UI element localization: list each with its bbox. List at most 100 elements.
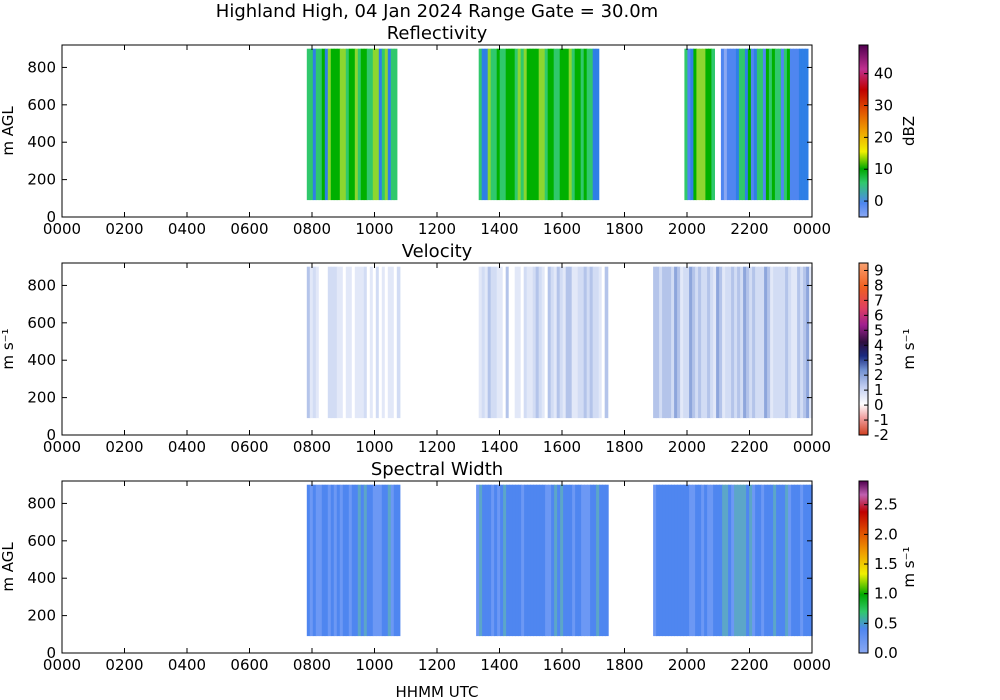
echo-region-2 — [478, 266, 483, 419]
echo-region-1 — [333, 266, 338, 419]
echo-region-2 — [581, 484, 585, 637]
y-axis-label: m AGL — [0, 542, 17, 592]
colorbar-tick-label: 1 — [874, 381, 884, 399]
echo-region-3 — [779, 266, 783, 419]
echo-region-1 — [387, 484, 392, 637]
echo-region-1 — [357, 484, 362, 637]
echo-region-2 — [578, 484, 582, 637]
echo-region-2 — [476, 484, 480, 637]
echo-region-2 — [533, 484, 537, 637]
colorbar-tick-label: 0.5 — [874, 614, 898, 632]
echo-layer — [306, 48, 809, 201]
echo-region-4 — [759, 48, 764, 201]
y-tick-label: 600 — [27, 96, 56, 114]
echo-region-2 — [505, 48, 510, 201]
echo-region-2 — [551, 484, 555, 637]
echo-region-1 — [354, 266, 359, 419]
x-tick-label: 2000 — [668, 656, 706, 674]
echo-region-1 — [351, 48, 356, 201]
echo-region-1 — [396, 484, 401, 637]
echo-region-2 — [499, 266, 504, 419]
echo-region-3 — [779, 484, 783, 637]
echo-region-1 — [330, 266, 335, 419]
echo-region-1 — [309, 48, 314, 201]
echo-region-1 — [348, 484, 353, 637]
x-tick-label: 0600 — [230, 438, 268, 456]
echo-region-2 — [526, 48, 531, 201]
echo-region-3 — [674, 266, 678, 419]
panel-title: Velocity — [402, 241, 473, 262]
echo-region-2 — [524, 484, 528, 637]
echo-region-3 — [794, 266, 798, 419]
echo-region-1 — [315, 266, 320, 419]
echo-region-1 — [363, 484, 368, 637]
echo-region-3 — [695, 484, 699, 637]
echo-region-2 — [583, 48, 588, 201]
echo-region-3 — [671, 266, 675, 419]
echo-region-2 — [532, 48, 537, 201]
x-tick-label: 1400 — [480, 656, 518, 674]
echo-region-2 — [590, 484, 594, 637]
colorbar-tick-label: 0.0 — [874, 644, 898, 662]
echo-region-4 — [768, 48, 773, 201]
echo-region-3 — [740, 266, 744, 419]
echo-region-3 — [752, 266, 756, 419]
echo-region-4 — [747, 48, 752, 201]
echo-region-1 — [339, 484, 344, 637]
echo-region-1 — [390, 48, 395, 201]
echo-region-3 — [743, 266, 747, 419]
echo-region-2 — [509, 484, 513, 637]
echo-region-1 — [369, 484, 374, 637]
echo-region-2 — [502, 48, 507, 201]
echo-region-3 — [749, 484, 753, 637]
echo-region-2 — [481, 266, 486, 419]
echo-region-1 — [363, 266, 368, 419]
echo-region-2 — [521, 484, 525, 637]
y-tick-label: 800 — [27, 494, 56, 512]
x-tick-label: 1200 — [418, 656, 456, 674]
colorbar — [858, 480, 869, 654]
echo-region-2 — [511, 266, 516, 419]
echo-region-2 — [500, 484, 504, 637]
echo-region-1 — [318, 48, 323, 201]
echo-region-2 — [605, 484, 609, 637]
echo-region-1 — [324, 48, 329, 201]
echo-region-2 — [514, 266, 519, 419]
echo-region-3 — [683, 266, 687, 419]
y-tick-label: 800 — [27, 276, 56, 294]
x-tick-label: 1000 — [355, 220, 393, 238]
echo-region-3 — [719, 266, 723, 419]
echo-region-2 — [599, 484, 603, 637]
y-tick-label: 200 — [27, 389, 56, 407]
echo-region-2 — [593, 484, 597, 637]
colorbar — [858, 44, 869, 218]
echo-region-1 — [324, 266, 329, 419]
echo-region-1 — [342, 266, 347, 419]
y-axis-label: m AGL — [0, 106, 17, 156]
echo-region-3 — [662, 484, 666, 637]
echo-region-2 — [512, 484, 516, 637]
echo-region-3 — [692, 484, 696, 637]
echo-region-3 — [731, 484, 735, 637]
colorbar-tick-label: 2 — [874, 366, 884, 384]
echo-region-3 — [737, 484, 741, 637]
echo-region-1 — [345, 484, 350, 637]
echo-region-3 — [653, 266, 657, 419]
echo-region-1 — [345, 266, 350, 419]
echo-region-1 — [360, 484, 365, 637]
echo-region-4 — [792, 48, 797, 201]
echo-region-3 — [686, 484, 690, 637]
echo-region-2 — [508, 48, 513, 201]
colorbar-tick-label: -1 — [874, 411, 889, 429]
colorbar-tick-label: 4 — [874, 336, 884, 354]
echo-region-1 — [390, 266, 395, 419]
echo-region-3 — [734, 484, 738, 637]
echo-region-2 — [485, 484, 489, 637]
y-tick-label: 400 — [27, 133, 56, 151]
echo-region-2 — [514, 48, 519, 201]
echo-region-2 — [580, 266, 585, 419]
x-axis-label: HHMM UTC — [396, 683, 479, 700]
echo-region-1 — [396, 266, 401, 419]
colorbar-tick-label: -2 — [874, 426, 889, 444]
